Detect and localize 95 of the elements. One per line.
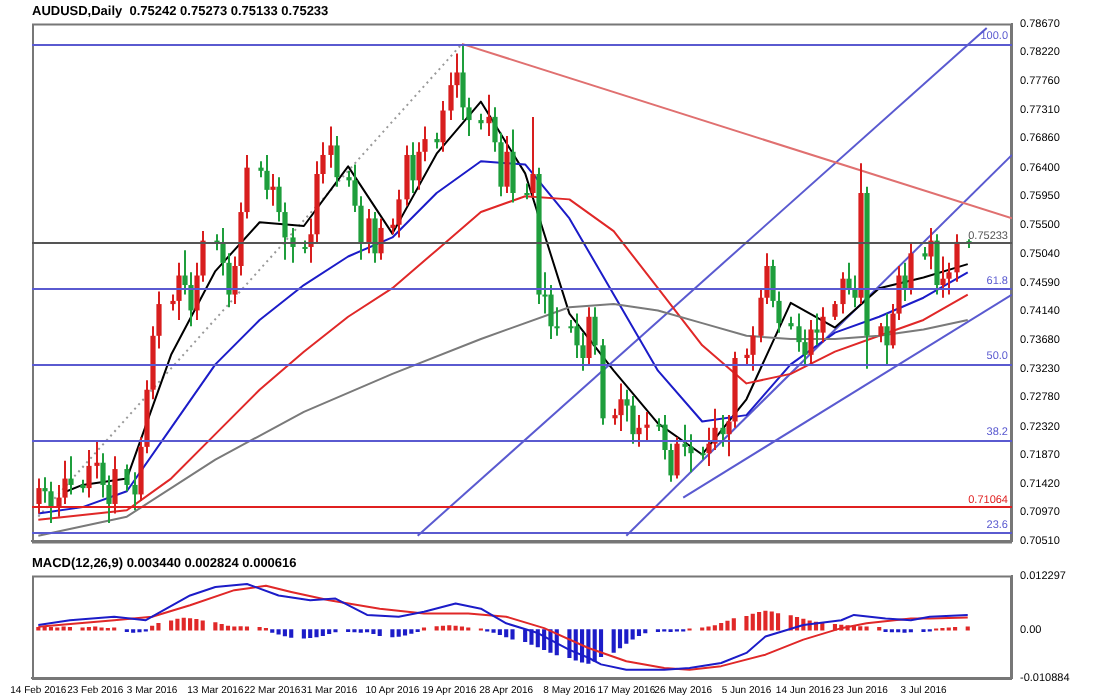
bar (636, 629, 642, 636)
candlestick (636, 414, 642, 448)
bar (181, 617, 186, 631)
bar (371, 629, 376, 635)
candlestick (410, 141, 416, 195)
bar (289, 629, 294, 638)
candlestick (832, 299, 838, 321)
candlestick (908, 242, 914, 296)
candlestick (264, 153, 270, 201)
bar (624, 629, 629, 644)
candlestick (934, 233, 940, 296)
bar (504, 629, 509, 638)
bar (213, 622, 218, 631)
bar (731, 618, 736, 631)
candlestick (328, 125, 334, 169)
bar (188, 618, 193, 631)
bar (169, 620, 174, 631)
candlestick (290, 226, 296, 264)
candlestick (366, 207, 372, 255)
candlestick (510, 128, 516, 204)
bar (200, 620, 205, 631)
bar (396, 629, 401, 637)
bar (453, 625, 458, 631)
candlestick (644, 410, 650, 442)
bar (725, 620, 730, 631)
candlestick (404, 144, 410, 207)
bar (225, 625, 231, 631)
candlestick (884, 312, 890, 366)
bar (314, 629, 319, 638)
bar (156, 623, 161, 631)
candlestick (630, 395, 636, 445)
candlestick (814, 312, 820, 347)
candlestick (720, 414, 726, 448)
bar (548, 629, 553, 653)
candlestick (486, 93, 492, 137)
candlestick (940, 255, 946, 299)
candlestick (674, 436, 680, 480)
bar (497, 629, 502, 635)
candlestick (750, 325, 756, 372)
bar (763, 610, 768, 631)
candlestick (94, 439, 100, 480)
bar (402, 629, 408, 636)
candlestick (586, 306, 592, 366)
candlestick (270, 172, 276, 207)
bar (630, 629, 635, 640)
bar (194, 619, 199, 631)
bar (719, 623, 724, 631)
candlestick (176, 261, 182, 321)
bar (175, 618, 180, 631)
bar (757, 612, 762, 631)
bar (390, 629, 395, 638)
candlestick (48, 480, 54, 524)
bar (769, 611, 774, 631)
bar (712, 625, 717, 631)
bar (447, 625, 452, 631)
candlestick (334, 134, 340, 188)
bar (308, 629, 313, 639)
bar (320, 629, 325, 636)
candlestick (68, 455, 74, 496)
candlestick (878, 322, 884, 344)
candlestick (132, 471, 138, 512)
bar (377, 629, 382, 636)
bar (276, 629, 281, 635)
bar (617, 629, 623, 649)
bar (611, 629, 616, 653)
bar (301, 629, 306, 639)
candlestick (396, 188, 402, 239)
candlestick (820, 306, 826, 344)
bar (750, 613, 755, 631)
bar (529, 629, 534, 645)
candlestick (504, 134, 510, 195)
bar (598, 629, 604, 658)
candlestick (592, 306, 598, 356)
candlestick (954, 233, 960, 283)
bar (440, 625, 446, 631)
candlestick (372, 211, 378, 264)
candlestick (378, 217, 384, 261)
bar (744, 616, 749, 631)
bar (219, 623, 224, 631)
candlestick (440, 100, 446, 153)
candlestick (808, 318, 814, 366)
bar (820, 623, 825, 631)
bar (510, 629, 515, 640)
candlestick (902, 261, 908, 302)
bar (282, 629, 287, 637)
bar (150, 625, 155, 631)
candlestick (86, 449, 92, 499)
bar (327, 629, 332, 635)
candlestick (124, 463, 130, 493)
candlestick (840, 271, 846, 315)
bar (776, 613, 781, 631)
candlestick (618, 382, 624, 432)
candlestick (688, 433, 694, 474)
candlestick (946, 261, 952, 296)
candlestick (928, 226, 934, 271)
